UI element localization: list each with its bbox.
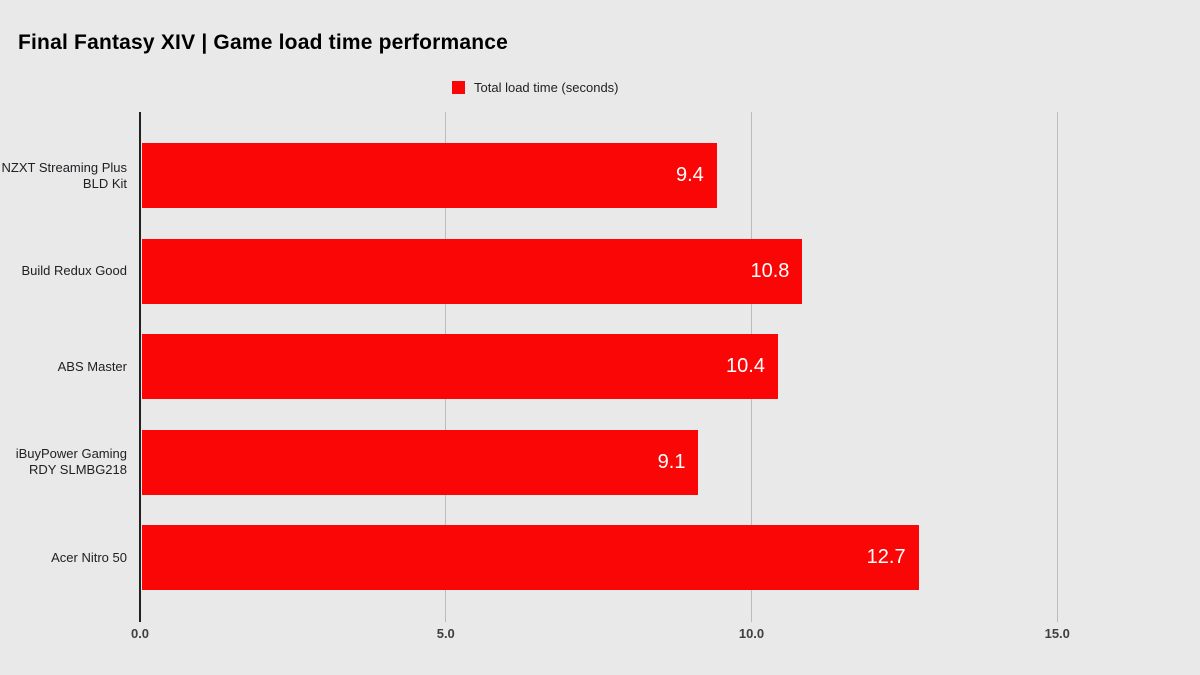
bar-value-label: 10.8 <box>750 259 790 282</box>
x-tick-label: 15.0 <box>1044 626 1070 641</box>
category-label: ABS Master <box>57 358 127 374</box>
gridline <box>1056 112 1058 622</box>
legend-label: Total load time (seconds) <box>474 80 619 95</box>
bar: 9.4 <box>142 143 717 208</box>
legend: Total load time (seconds) <box>452 80 619 95</box>
category-label: NZXT Streaming Plus BLD Kit <box>1 159 127 191</box>
category-label: Build Redux Good <box>21 263 127 278</box>
bar-value-label: 10.4 <box>726 355 765 377</box>
bar: 12.7 <box>142 525 919 590</box>
bar-value-label: 12.7 <box>866 546 906 568</box>
x-tick-label: 10.0 <box>738 626 765 641</box>
bar-value-label: 9.4 <box>675 164 704 186</box>
bar: 9.1 <box>142 429 699 495</box>
chart-title: Final Fantasy XIV | Game load time perfo… <box>18 31 509 54</box>
category-label: iBuyPower Gaming RDY SLMBG218 <box>15 446 127 477</box>
bar: 10.4 <box>142 334 778 399</box>
legend-swatch <box>452 81 465 94</box>
bar-value-label: 9.1 <box>657 450 686 473</box>
x-tick-label: 0.0 <box>130 626 150 641</box>
plot-area: 0.0 5.0 10.0 15.0 NZXT Streaming Plus BLD Ki… <box>2 112 1160 641</box>
x-tick-label: 5.0 <box>436 626 455 641</box>
bar: 10.8 <box>142 238 803 304</box>
category-label: Acer Nitro 50 <box>51 549 127 565</box>
y-axis-line <box>139 112 141 622</box>
